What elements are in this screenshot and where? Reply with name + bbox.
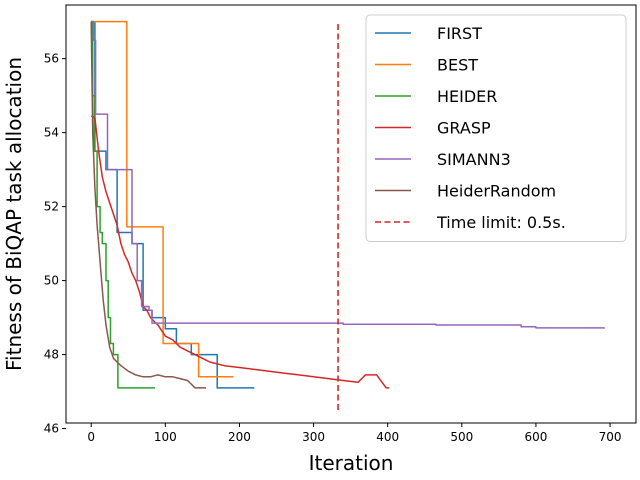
series-line-first	[91, 20, 255, 389]
x-tick-label: 100	[154, 430, 177, 444]
y-axis-label: Fitness of BiQAP task allocation	[2, 57, 26, 371]
x-tick-label: 700	[599, 430, 622, 444]
legend-label-best: BEST	[437, 56, 478, 75]
series-line-simann3	[91, 20, 605, 329]
y-tick-label: 56	[44, 52, 59, 66]
y-tick-label: 46	[44, 422, 59, 436]
series-line-heider	[91, 20, 155, 389]
legend-label-heider: HEIDER	[437, 87, 497, 106]
plot-frame	[65, 4, 637, 424]
y-tick-label: 50	[44, 274, 59, 288]
x-tick-label: 0	[87, 430, 95, 444]
x-tick-label: 200	[228, 430, 251, 444]
legend-label-first: FIRST	[437, 24, 482, 43]
legend: FIRST BEST HEIDER GRASP SIMANN3 HeiderRandom T…	[365, 14, 627, 242]
series-line-grasp	[90, 115, 390, 389]
x-axis-label: Iteration	[309, 451, 394, 475]
y-tick-label: 48	[44, 348, 59, 362]
x-tick-label: 500	[450, 430, 473, 444]
legend-label-heiderrandom: HeiderRandom	[437, 182, 556, 201]
x-tick-label: 400	[376, 430, 399, 444]
y-axis: 46 48 50 52 54 56	[44, 52, 66, 436]
x-tick-label: 300	[302, 430, 325, 444]
legend-label-simann3: SIMANN3	[437, 150, 511, 169]
y-tick-label: 54	[44, 126, 59, 140]
y-tick-label: 52	[44, 200, 59, 214]
legend-label-time-limit-0-5s: Time limit: 0.5s.	[436, 213, 566, 232]
legend-box	[365, 14, 627, 242]
x-tick-label: 600	[524, 430, 547, 444]
x-axis: 0 100 200 300 400 500 600 700	[87, 423, 622, 444]
plot-lines	[90, 20, 605, 411]
series-line-heiderrandom	[90, 21, 207, 389]
legend-label-grasp: GRASP	[437, 119, 491, 138]
series-line-best	[91, 20, 234, 378]
